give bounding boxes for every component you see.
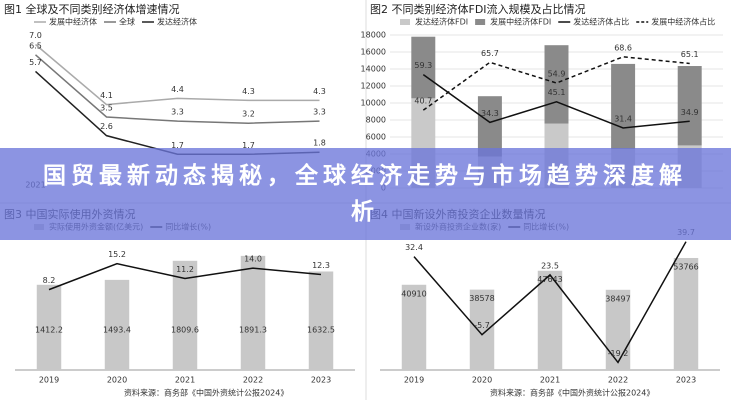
- value-label: 68.6: [614, 43, 632, 52]
- bar: [411, 36, 436, 99]
- x-tick-label: 2023: [311, 376, 331, 385]
- legend-label: 发达经济体FDI: [415, 17, 468, 27]
- line: [35, 43, 320, 106]
- bar: [677, 66, 702, 146]
- value-label: -19.2: [608, 349, 629, 358]
- x-tick-label: 2023: [676, 376, 696, 385]
- value-label: 11.2: [176, 265, 194, 274]
- value-label: 45.1: [548, 88, 566, 97]
- value-label: -5.7: [474, 321, 490, 330]
- value-label: 14.0: [244, 255, 262, 264]
- line: [413, 241, 687, 364]
- bar-value-label: 1412.2: [35, 326, 63, 335]
- value-label: 3.2: [242, 110, 255, 119]
- chart-title: 图1 全球及不同类别经济体增速情况: [4, 2, 180, 16]
- legend-swatch: [400, 19, 410, 25]
- value-label: 1.8: [313, 139, 326, 148]
- bar: [401, 284, 427, 370]
- value-label: 34.3: [481, 109, 499, 118]
- value-label: 3.3: [171, 108, 184, 117]
- legend-label: 发展中经济体占比: [651, 17, 715, 27]
- x-tick-label: 2022: [608, 376, 628, 385]
- value-label: 65.7: [481, 49, 499, 58]
- value-label: 7.0: [29, 31, 42, 40]
- value-label: 3.3: [313, 108, 326, 117]
- x-tick-label: 2019: [39, 376, 59, 385]
- bar: [611, 63, 636, 150]
- line: [422, 73, 690, 129]
- value-label: 12.3: [312, 261, 330, 270]
- bar-value-label: 53766: [673, 262, 698, 271]
- value-label: 3.5: [100, 104, 113, 113]
- bar: [240, 255, 266, 370]
- bar-value-label: 1493.4: [103, 326, 131, 335]
- value-label: 4.3: [313, 87, 326, 96]
- value-label: 4.4: [171, 85, 184, 94]
- value-label: 8.2: [43, 276, 56, 285]
- x-tick-label: 2021: [175, 376, 195, 385]
- x-tick-label: 2019: [404, 376, 424, 385]
- x-tick-label: 2021: [540, 376, 560, 385]
- line: [35, 54, 320, 124]
- legend-swatch: [475, 19, 486, 25]
- bar: [673, 257, 699, 370]
- value-label: 31.4: [614, 114, 632, 123]
- y-tick-label: 18000: [361, 31, 386, 40]
- legend-label: 发展中经济体: [49, 17, 97, 27]
- x-tick-label: 2022: [243, 376, 263, 385]
- value-label: 4.1: [100, 91, 113, 100]
- y-tick-label: 12000: [361, 82, 386, 91]
- x-tick-label: 2020: [107, 376, 127, 385]
- value-label: 5.7: [29, 58, 42, 67]
- banner-background: [0, 148, 731, 240]
- bar: [308, 271, 334, 370]
- bar-value-label: 1632.5: [307, 326, 335, 335]
- bar: [477, 96, 502, 157]
- bar-value-label: 40910: [401, 289, 426, 298]
- legend-label: 发达经济体占比: [573, 17, 629, 27]
- value-label: 59.3: [414, 61, 432, 70]
- legend-label: 发达经济体: [157, 17, 197, 27]
- value-label: 1.7: [242, 141, 255, 150]
- legend-label: 发展中经济体FDI: [490, 17, 551, 27]
- value-label: 6.5: [29, 41, 42, 50]
- value-label: 54.9: [548, 70, 566, 79]
- bar: [36, 284, 62, 370]
- value-label: 32.4: [405, 243, 423, 252]
- chart-title: 图2 不同类别经济体FDI流入规模及占比情况: [370, 2, 586, 16]
- value-label: 65.1: [681, 50, 699, 59]
- source: 资料来源：商务部《中国外资统计公报2024》: [490, 388, 654, 398]
- value-label: 2.6: [100, 122, 113, 131]
- bar: [104, 279, 130, 370]
- value-label: 23.5: [541, 261, 559, 270]
- banner-title: 国贸最新动态揭秘，全球经济走势与市场趋势深度解析: [43, 163, 687, 225]
- source: 资料来源：商务部《中国外资统计公报2024》: [124, 388, 288, 398]
- bar-value-label: 38497: [605, 294, 630, 303]
- y-tick-label: 8000: [366, 116, 386, 125]
- y-tick-label: 10000: [361, 99, 386, 108]
- y-tick-label: 14000: [361, 65, 386, 74]
- line: [48, 262, 322, 291]
- value-label: 1.7: [171, 141, 184, 150]
- line: [422, 56, 690, 111]
- bar: [469, 289, 495, 370]
- bar: [544, 45, 569, 124]
- bar: [605, 289, 631, 370]
- legend-label: 全球: [119, 17, 135, 27]
- y-tick-label: 6000: [366, 133, 386, 142]
- bar-value-label: 38578: [469, 294, 494, 303]
- y-tick-label: 16000: [361, 48, 386, 57]
- bar-value-label: 47643: [537, 275, 562, 284]
- bar-value-label: 1809.6: [171, 326, 199, 335]
- x-tick-label: 2020: [472, 376, 492, 385]
- value-label: 4.3: [242, 87, 255, 96]
- bar-value-label: 1891.3: [239, 326, 267, 335]
- value-label: 15.2: [108, 250, 126, 259]
- value-label: 34.9: [681, 108, 699, 117]
- bar: [537, 270, 563, 370]
- value-label: 40.7: [414, 97, 432, 106]
